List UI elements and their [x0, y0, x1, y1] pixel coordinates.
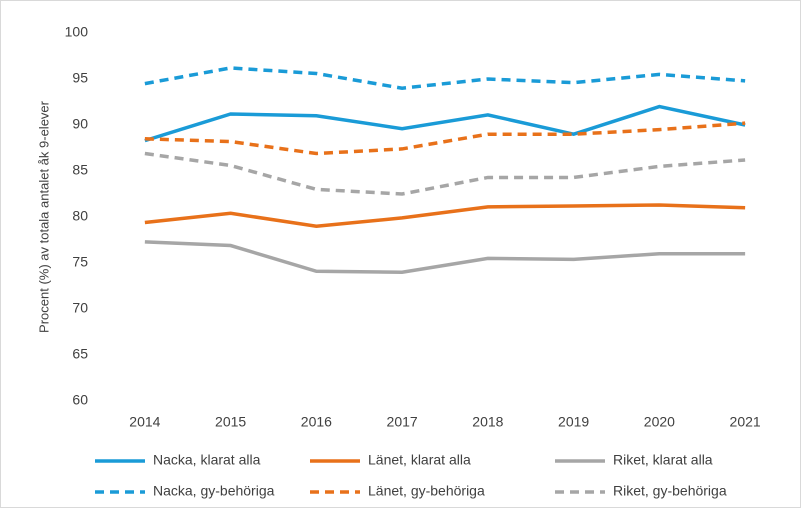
- x-tick-label: 2020: [644, 414, 675, 430]
- y-tick-label: 95: [72, 70, 88, 86]
- series-line: [144, 151, 746, 196]
- y-tick-label: 85: [72, 162, 88, 178]
- x-tick-label: 2019: [558, 414, 589, 430]
- x-tick-label: 2016: [301, 414, 332, 430]
- y-tick-label: 80: [72, 208, 88, 224]
- y-axis-label: Procent (%) av totala antalet åk 9-eleve…: [36, 100, 51, 333]
- series-line: [144, 66, 746, 90]
- series-line: [144, 104, 746, 143]
- series-line: [144, 203, 746, 228]
- legend-label: Riket, gy-behöriga: [613, 483, 727, 499]
- series-line: [144, 121, 746, 156]
- legend-label: Länet, klarat alla: [368, 452, 471, 468]
- y-tick-label: 60: [72, 392, 88, 408]
- x-tick-label: 2015: [215, 414, 246, 430]
- y-tick-label: 70: [72, 300, 88, 316]
- x-tick-label: 2014: [129, 414, 160, 430]
- x-tick-label: 2021: [730, 414, 761, 430]
- legend-label: Nacka, gy-behöriga: [153, 483, 275, 499]
- y-tick-label: 65: [72, 346, 88, 362]
- y-tick-label: 100: [65, 24, 89, 40]
- legend-label: Länet, gy-behöriga: [368, 483, 485, 499]
- series-line: [144, 240, 746, 274]
- legend-label: Nacka, klarat alla: [153, 452, 261, 468]
- x-tick-label: 2018: [472, 414, 503, 430]
- y-tick-label: 75: [72, 254, 88, 270]
- y-tick-label: 90: [72, 116, 88, 132]
- x-tick-label: 2017: [387, 414, 418, 430]
- legend-label: Riket, klarat alla: [613, 452, 713, 468]
